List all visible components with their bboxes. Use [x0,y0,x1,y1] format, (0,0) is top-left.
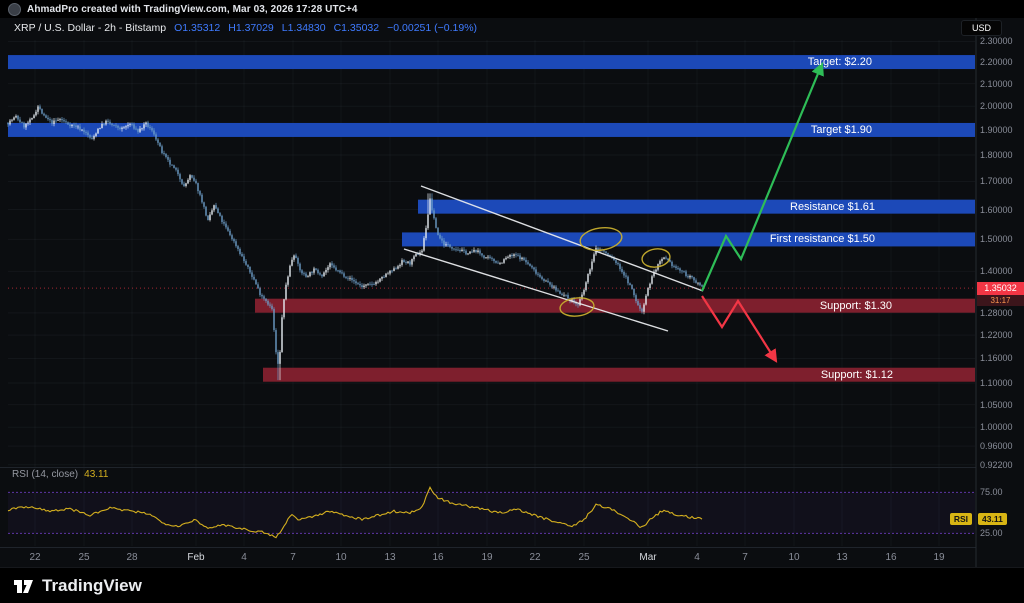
header-bar: AhmadPro created with TradingView.com, M… [0,0,1024,18]
symbol-ohlc-bar: XRP / U.S. Dollar - 2h - Bitstamp O1.353… [14,22,477,34]
user-avatar [8,2,21,16]
ohlc-change: −0.00251 (−0.19%) [387,22,478,34]
rsi-indicator-value: 43.11 [84,469,109,480]
rsi-indicator-header: RSI (14, close) 43.11 [12,469,108,480]
ohlc-low: L1.34830 [281,22,326,34]
bottom-strip [0,567,1024,603]
symbol-title[interactable]: XRP / U.S. Dollar - 2h - Bitstamp [14,22,167,34]
ohlc-close: C1.35032 [333,22,380,34]
ohlc-high: H1.37029 [228,22,274,34]
tradingview-brand-text: TradingView [42,576,142,595]
currency-toggle-button[interactable]: USD [960,20,1002,36]
header-attribution-text: AhmadPro created with TradingView.com, M… [27,3,358,15]
ohlc-open: O1.35312 [174,22,221,34]
rsi-indicator-label[interactable]: RSI (14, close) [12,469,79,480]
tradingview-logo-icon [14,580,33,593]
tradingview-brand[interactable]: TradingView [12,571,142,601]
